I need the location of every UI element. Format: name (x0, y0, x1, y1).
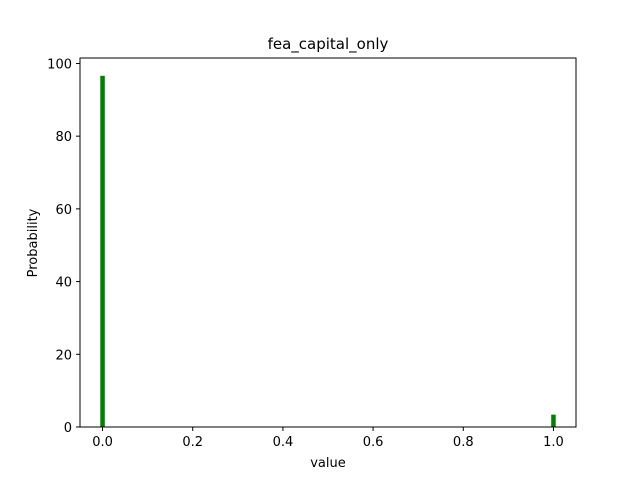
y-tick-label: 80 (55, 130, 72, 145)
y-tick-label: 60 (55, 203, 72, 218)
histogram-bar-1 (551, 414, 556, 427)
x-tick-label: 0.8 (453, 435, 474, 450)
x-axis-label: value (310, 456, 346, 471)
x-tick-label: 0.4 (273, 435, 294, 450)
x-tick-label: 0.0 (92, 435, 113, 450)
plot-area (100, 75, 556, 428)
x-axis: 0.0 0.2 0.4 0.6 0.8 1.0 (92, 427, 564, 450)
x-tick-label: 0.2 (182, 435, 203, 450)
y-tick-label: 100 (47, 57, 72, 72)
chart-title: fea_capital_only (268, 35, 389, 54)
y-tick-label: 0 (64, 421, 72, 436)
y-tick-label: 40 (55, 276, 72, 291)
y-tick-label: 20 (55, 348, 72, 363)
y-axis: 0 20 40 60 80 100 (47, 57, 80, 436)
x-tick-label: 1.0 (543, 435, 564, 450)
axes-frame (79, 57, 577, 428)
y-axis-label: Probability (26, 208, 41, 277)
histogram-bar-0 (100, 75, 105, 428)
x-tick-label: 0.6 (363, 435, 384, 450)
